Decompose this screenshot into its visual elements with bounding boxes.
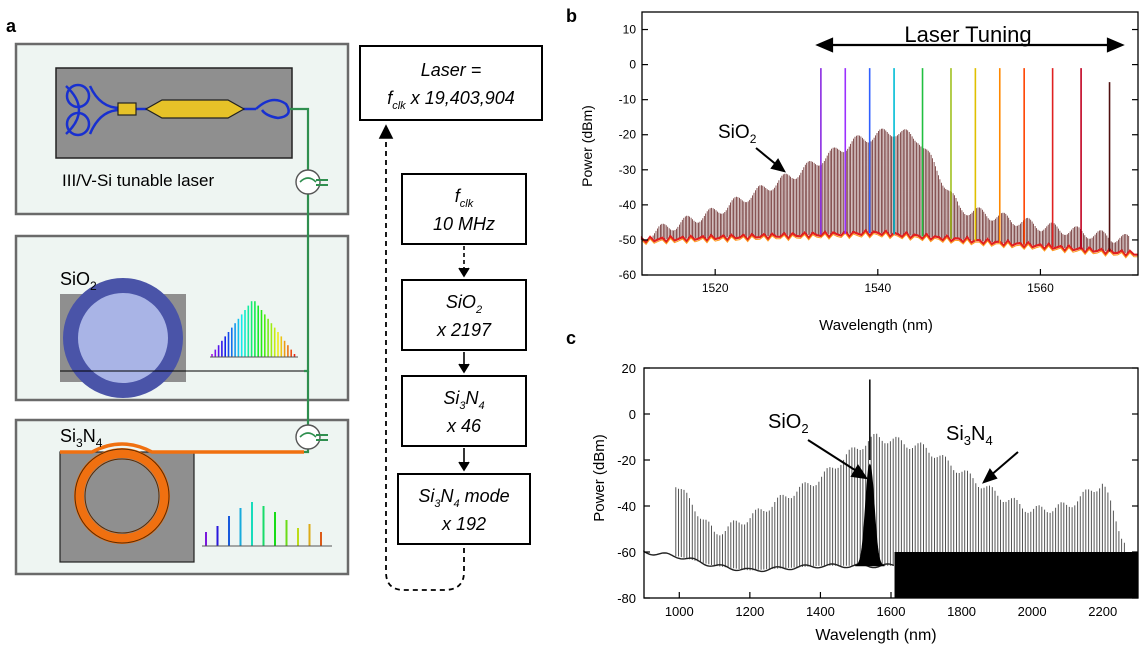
plot-c-ytick-label: 20 bbox=[622, 361, 636, 376]
laser-gain-section bbox=[144, 99, 246, 119]
plot-b-ytick-label: -30 bbox=[619, 163, 637, 177]
si3n4-bus-waveguide bbox=[60, 442, 304, 454]
plot-c-ytick-label: -60 bbox=[617, 545, 636, 560]
panel-c-label: c bbox=[566, 328, 576, 348]
svg-text:x 192: x 192 bbox=[441, 514, 486, 534]
svg-text:10 MHz: 10 MHz bbox=[433, 214, 495, 234]
chain-box-si3n4-mode: Si3N4 mode x 192 bbox=[397, 473, 531, 545]
plot-c-xtick-label: 2200 bbox=[1088, 604, 1117, 619]
plot-b: 10 0 -10 -20 -30 -40 -50 -60 1520 1540 1560 bbox=[619, 11, 1139, 295]
si3n4-box-label: Si3N4 bbox=[60, 426, 103, 450]
plot-c-xtick-label: 1000 bbox=[665, 604, 694, 619]
panel-b-title: Laser Tuning bbox=[904, 22, 1031, 47]
plot-b-xtick-label: 1540 bbox=[864, 281, 891, 295]
plot-b-ytick-label: 0 bbox=[629, 58, 636, 72]
sio2-box-label: SiO2 bbox=[60, 269, 97, 293]
svg-text:fclk: fclk bbox=[455, 186, 474, 210]
panel-c-ylabel: Power (dBm) bbox=[591, 434, 608, 522]
svg-text:x 46: x 46 bbox=[446, 416, 482, 436]
panel-c-sio2-arrow bbox=[807, 439, 869, 480]
panel-b-sio2-annotation: SiO2 bbox=[718, 122, 757, 146]
si3n4-comb-lines bbox=[675, 433, 1125, 571]
panel-c-si3n4-arrow bbox=[982, 451, 1019, 484]
panel-b-label: b bbox=[566, 6, 577, 26]
black-floor-region bbox=[894, 552, 1138, 598]
laser-phase-section bbox=[117, 102, 137, 116]
fiber-coupler-top bbox=[295, 169, 328, 195]
si3n4-mini-comb bbox=[202, 502, 332, 547]
panel-b-sio2-arrow bbox=[755, 147, 786, 173]
chain-box-sio2: SiO2 x 2197 bbox=[401, 279, 527, 351]
fiber-routing bbox=[290, 107, 310, 454]
plot-b-xtick-label: 1560 bbox=[1027, 281, 1054, 295]
fiber-coupler-bottom bbox=[295, 424, 328, 450]
laser-equation-box: Laser = fclk x 19,403,904 bbox=[359, 45, 543, 121]
plot-c-xtick-label: 1600 bbox=[877, 604, 906, 619]
sio2-box: SiO2 bbox=[14, 234, 350, 402]
plot-c-ytick-label: -80 bbox=[617, 591, 636, 606]
plot-c-xtick-label: 1800 bbox=[947, 604, 976, 619]
laser-eq-line1: Laser = bbox=[421, 60, 482, 80]
panel-a-label: a bbox=[6, 16, 17, 36]
laser-box-label: III/V-Si tunable laser bbox=[62, 171, 214, 190]
si3n4-ring bbox=[74, 448, 170, 544]
plot-b-ytick-label: -10 bbox=[619, 93, 637, 107]
laser-tuning-arrow bbox=[815, 37, 1125, 53]
plot-b-ytick-label: 10 bbox=[623, 23, 637, 37]
plot-c-ytick-label: 0 bbox=[629, 407, 636, 422]
floor-trace-c bbox=[643, 550, 895, 573]
svg-text:Si3N4 mode: Si3N4 mode bbox=[418, 486, 509, 510]
panel-c-si3n4-annotation: Si3N4 bbox=[946, 423, 993, 448]
sio2-peak bbox=[855, 463, 885, 567]
plot-c-xtick-label: 2000 bbox=[1018, 604, 1047, 619]
plot-b-ytick-label: -60 bbox=[619, 268, 637, 282]
chain-arrows bbox=[378, 124, 470, 591]
si3n4-box: Si3N4 bbox=[14, 418, 350, 576]
floor-trace-red bbox=[640, 228, 1138, 258]
plot-c-ytick-label: -20 bbox=[617, 453, 636, 468]
plot-b-xtick-label: 1520 bbox=[702, 281, 729, 295]
panel-c-xlabel: Wavelength (nm) bbox=[815, 627, 936, 644]
plot-c-ytick-label: -40 bbox=[617, 499, 636, 514]
chain-box-si3n4: Si3N4 x 46 bbox=[401, 375, 527, 447]
svg-text:SiO2: SiO2 bbox=[446, 292, 482, 316]
svg-text:x 2197: x 2197 bbox=[436, 320, 492, 340]
laser-loop-mirror bbox=[255, 98, 290, 120]
panel-b-xlabel: Wavelength (nm) bbox=[819, 317, 933, 334]
panel-b-ylabel: Power (dBm) bbox=[579, 105, 595, 187]
plot-c-xtick-label: 1200 bbox=[735, 604, 764, 619]
plot-b-ytick-label: -20 bbox=[619, 128, 637, 142]
plot-b-ytick-label: -50 bbox=[619, 233, 637, 247]
plot-c: 20 0 -20 -40 -60 -80 1000 1200 1400 1600 1800 2000 2… bbox=[617, 361, 1139, 619]
svg-text:Si3N4: Si3N4 bbox=[443, 388, 484, 412]
chain-box-fclk: fclk 10 MHz bbox=[401, 173, 527, 245]
plot-c-xtick-label: 1400 bbox=[806, 604, 835, 619]
sio2-mini-comb bbox=[210, 301, 298, 358]
plot-b-ytick-label: -40 bbox=[619, 198, 637, 212]
floor-trace-orange bbox=[641, 231, 1138, 259]
plot-b-frame bbox=[641, 11, 1139, 276]
panel-c-sio2-annotation: SiO2 bbox=[768, 411, 809, 436]
laser-eq-line2: fclk x 19,403,904 bbox=[387, 88, 515, 112]
laser-box: III/V-Si tunable laser bbox=[14, 42, 350, 216]
